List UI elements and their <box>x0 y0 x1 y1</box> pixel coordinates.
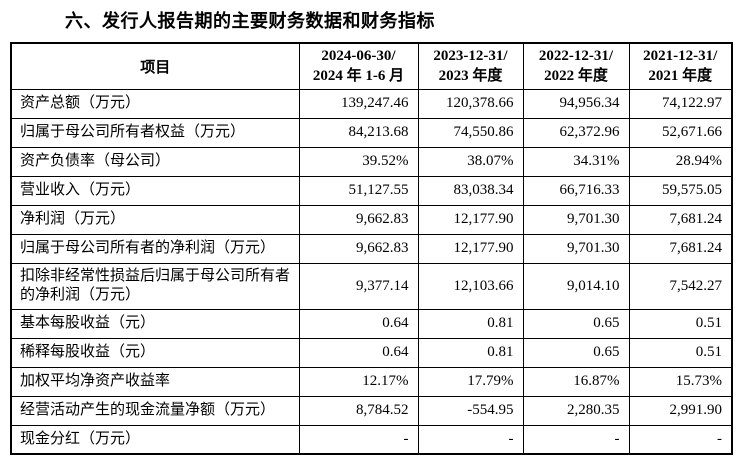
value-cell: 15.73% <box>628 366 733 397</box>
table-row: 基本每股收益（元） 0.64 0.81 0.65 0.51 <box>10 308 733 339</box>
value-cell: 34.31% <box>522 146 630 177</box>
value-cell: 9,014.10 <box>522 262 630 310</box>
value-cell: 17.79% <box>417 366 524 397</box>
financial-data-table: 项目 2024-06-30/ 2024 年 1-6 月 2023-12-31/ … <box>10 42 733 455</box>
row-label-cell: 归属于母公司所有者的净利润（万元） <box>10 233 300 264</box>
value-cell: 39.52% <box>298 146 419 177</box>
value-cell: 120,378.66 <box>417 88 524 119</box>
table-row: 扣除非经常性损益后归属于母公司所有者的净利润（万元） 9,377.14 12,10… <box>10 262 733 310</box>
value-cell: - <box>298 424 419 455</box>
value-cell: 0.81 <box>417 308 524 339</box>
row-label-cell: 营业收入（万元） <box>10 175 300 206</box>
value-cell: 0.65 <box>522 308 630 339</box>
value-cell: 12,103.66 <box>417 262 524 310</box>
period-date: 2023-12-31/ <box>433 48 508 65</box>
value-cell: 8,784.52 <box>298 395 419 426</box>
row-label-cell: 资产负债率（母公司） <box>10 146 300 177</box>
value-cell: 83,038.34 <box>417 175 524 206</box>
section-title: 六、发行人报告期的主要财务数据和财务指标 <box>65 11 435 31</box>
value-cell: 9,701.30 <box>522 233 630 264</box>
value-cell: 0.51 <box>628 337 733 368</box>
value-cell: 2,991.90 <box>628 395 733 426</box>
column-header-period: 2022-12-31/ 2022 年度 <box>522 42 630 90</box>
table-row: 净利润（万元） 9,662.83 12,177.90 9,701.30 7,681.2… <box>10 204 733 235</box>
period-label: 2021 年度 <box>648 68 713 85</box>
value-cell: 28.94% <box>628 146 733 177</box>
value-cell: 9,701.30 <box>522 204 630 235</box>
value-cell: 7,681.24 <box>628 204 733 235</box>
table-row: 经营活动产生的现金流量净额（万元） 8,784.52 -554.95 2,280.3… <box>10 395 733 426</box>
row-label-cell: 基本每股收益（元） <box>10 308 300 339</box>
row-label-cell: 净利润（万元） <box>10 204 300 235</box>
value-cell: 0.64 <box>298 337 419 368</box>
table-row: 营业收入（万元） 51,127.55 83,038.34 66,716.33 59,5… <box>10 175 733 206</box>
row-label-cell: 加权平均净资产收益率 <box>10 366 300 397</box>
table-header-row: 项目 2024-06-30/ 2024 年 1-6 月 2023-12-31/ … <box>10 42 733 90</box>
column-header-period: 2021-12-31/ 2021 年度 <box>628 42 733 90</box>
value-cell: 38.07% <box>417 146 524 177</box>
value-cell: - <box>522 424 630 455</box>
value-cell: 2,280.35 <box>522 395 630 426</box>
row-label-cell: 扣除非经常性损益后归属于母公司所有者的净利润（万元） <box>10 262 300 310</box>
value-cell: 84,213.68 <box>298 117 419 148</box>
value-cell: 9,377.14 <box>298 262 419 310</box>
period-date: 2024-06-30/ <box>321 48 396 65</box>
table-row: 资产总额（万元） 139,247.46 120,378.66 94,956.34 74… <box>10 88 733 119</box>
value-cell: 9,662.83 <box>298 233 419 264</box>
column-header-period: 2023-12-31/ 2023 年度 <box>417 42 524 90</box>
period-date: 2021-12-31/ <box>643 48 718 65</box>
value-cell: 52,671.66 <box>628 117 733 148</box>
value-cell: 7,542.27 <box>628 262 733 310</box>
value-cell: -554.95 <box>417 395 524 426</box>
value-cell: 12,177.90 <box>417 233 524 264</box>
value-cell: 0.51 <box>628 308 733 339</box>
value-cell: 0.65 <box>522 337 630 368</box>
table-row: 归属于母公司所有者权益（万元） 84,213.68 74,550.86 62,372… <box>10 117 733 148</box>
value-cell: 59,575.05 <box>628 175 733 206</box>
value-cell: 9,662.83 <box>298 204 419 235</box>
value-cell: 139,247.46 <box>298 88 419 119</box>
value-cell: 74,122.97 <box>628 88 733 119</box>
period-label: 2022 年度 <box>544 68 608 85</box>
column-header-item: 项目 <box>10 42 300 90</box>
column-header-period: 2024-06-30/ 2024 年 1-6 月 <box>298 42 419 90</box>
value-cell: 12.17% <box>298 366 419 397</box>
row-label-cell: 稀释每股收益（元） <box>10 337 300 368</box>
period-label: 2023 年度 <box>438 68 503 85</box>
value-cell: 62,372.96 <box>522 117 630 148</box>
value-cell: - <box>628 424 733 455</box>
table-body: 资产总额（万元） 139,247.46 120,378.66 94,956.34 74… <box>10 88 733 455</box>
value-cell: 7,681.24 <box>628 233 733 264</box>
period-label: 2024 年 1-6 月 <box>312 68 405 85</box>
period-date: 2022-12-31/ <box>538 48 614 65</box>
value-cell: 51,127.55 <box>298 175 419 206</box>
table-row: 资产负债率（母公司） 39.52% 38.07% 34.31% 28.94% <box>10 146 733 177</box>
value-cell: 94,956.34 <box>522 88 630 119</box>
value-cell: 0.64 <box>298 308 419 339</box>
table-row: 现金分红（万元） ---- <box>10 424 733 455</box>
value-cell: 12,177.90 <box>417 204 524 235</box>
table-row: 归属于母公司所有者的净利润（万元） 9,662.83 12,177.90 9,701… <box>10 233 733 264</box>
value-cell: 0.81 <box>417 337 524 368</box>
table-row: 稀释每股收益（元） 0.64 0.81 0.65 0.51 <box>10 337 733 368</box>
value-cell: - <box>417 424 524 455</box>
row-label-cell: 归属于母公司所有者权益（万元） <box>10 117 300 148</box>
value-cell: 66,716.33 <box>522 175 630 206</box>
row-label-cell: 资产总额（万元） <box>10 88 300 119</box>
row-label-cell: 现金分红（万元） <box>10 424 300 455</box>
row-label-cell: 经营活动产生的现金流量净额（万元） <box>10 395 300 426</box>
value-cell: 16.87% <box>522 366 630 397</box>
table-row: 加权平均净资产收益率 12.17% 17.79% 16.87% 15.73% <box>10 366 733 397</box>
value-cell: 74,550.86 <box>417 117 524 148</box>
